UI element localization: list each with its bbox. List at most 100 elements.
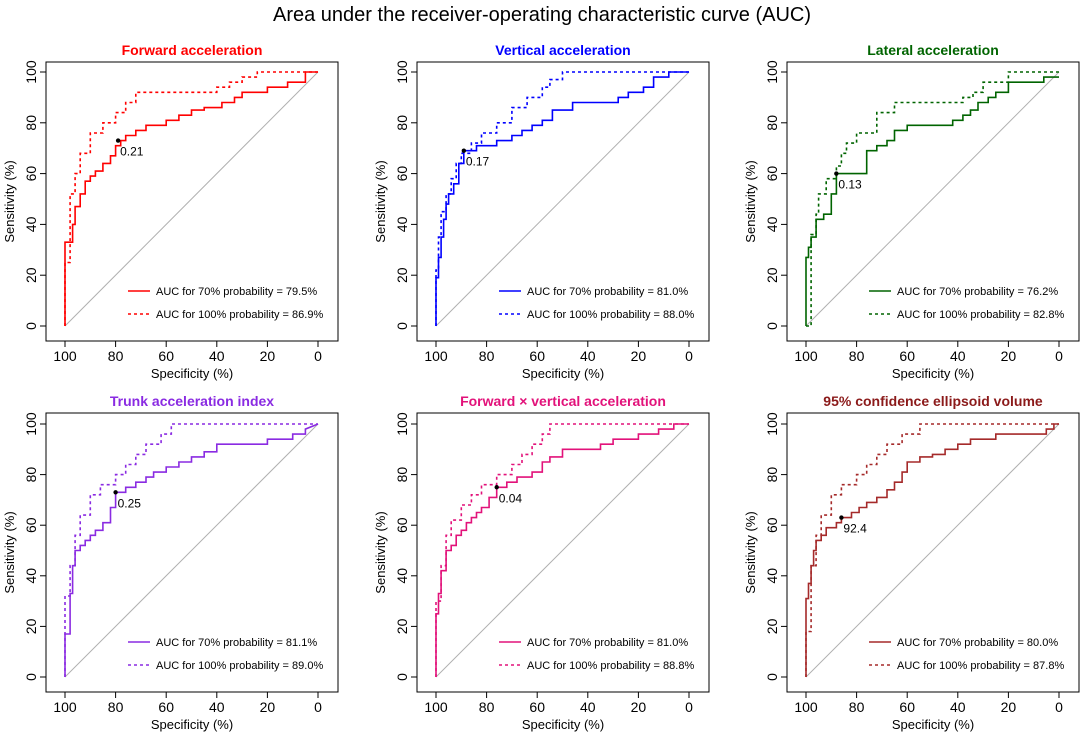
legend-entry: AUC for 100% probability = 82.8% bbox=[897, 309, 1064, 321]
x-tick-label: 0 bbox=[314, 699, 322, 715]
y-tick-label: 40 bbox=[394, 216, 410, 232]
roc-panel-5: Forward × vertical acceleration 100 80 60 40… bbox=[373, 393, 710, 732]
cutoff-label: 0.13 bbox=[838, 178, 862, 192]
x-tick-label: 100 bbox=[53, 348, 77, 364]
x-tick-label: 100 bbox=[794, 699, 818, 715]
y-tick-label: 60 bbox=[394, 166, 410, 182]
reference-diagonal bbox=[805, 71, 1060, 327]
cutoff-point bbox=[834, 171, 839, 176]
x-tick-label: 20 bbox=[1001, 348, 1017, 364]
cutoff-point bbox=[494, 485, 499, 490]
plot-frame bbox=[786, 61, 1080, 342]
y-tick-label: 100 bbox=[23, 412, 39, 436]
x-tick-label: 100 bbox=[424, 348, 448, 364]
y-tick-label: 100 bbox=[394, 412, 410, 436]
y-tick-label: 80 bbox=[23, 467, 39, 483]
x-axis-label: Specificity (%) bbox=[522, 366, 604, 381]
y-tick-label: 40 bbox=[764, 568, 780, 584]
x-tick-label: 80 bbox=[108, 699, 124, 715]
panel-title: Forward × vertical acceleration bbox=[460, 393, 666, 409]
cutoff-point bbox=[839, 515, 844, 520]
legend-entry: AUC for 70% probability = 76.2% bbox=[897, 286, 1058, 298]
cutoff-label: 92.4 bbox=[843, 522, 867, 536]
x-tick-label: 40 bbox=[580, 348, 596, 364]
cutoff-point bbox=[461, 148, 467, 153]
y-axis-label: Sensitivity (%) bbox=[743, 511, 758, 593]
y-tick-label: 20 bbox=[23, 618, 39, 634]
y-tick-label: 80 bbox=[394, 467, 410, 483]
reference-diagonal bbox=[64, 423, 319, 678]
y-tick-label: 20 bbox=[394, 267, 410, 283]
x-tick-label: 100 bbox=[794, 348, 818, 364]
x-tick-label: 60 bbox=[899, 348, 915, 364]
cutoff-label: 0.21 bbox=[120, 145, 144, 159]
roc-curve-70pct bbox=[435, 423, 689, 677]
y-tick-label: 20 bbox=[764, 618, 780, 634]
y-tick-label: 80 bbox=[764, 467, 780, 483]
y-tick-label: 100 bbox=[764, 60, 780, 84]
x-tick-label: 40 bbox=[209, 348, 225, 364]
legend-entry: AUC for 100% probability = 89.0% bbox=[156, 660, 323, 672]
y-tick-label: 60 bbox=[394, 517, 410, 533]
x-tick-label: 80 bbox=[849, 348, 865, 364]
x-tick-label: 60 bbox=[158, 348, 174, 364]
legend-entry: AUC for 70% probability = 81.1% bbox=[156, 637, 317, 649]
y-tick-label: 40 bbox=[23, 216, 39, 232]
x-tick-label: 0 bbox=[685, 699, 693, 715]
y-tick-label: 60 bbox=[23, 166, 39, 182]
legend-entry: AUC for 100% probability = 87.8% bbox=[897, 660, 1064, 672]
y-tick-label: 0 bbox=[394, 673, 410, 681]
x-tick-label: 80 bbox=[479, 699, 495, 715]
reference-diagonal bbox=[64, 71, 319, 327]
roc-panel-2: Vertical acceleration 100 80 60 40 20 0 Specifi… bbox=[373, 42, 710, 381]
cutoff-label: 0.25 bbox=[118, 496, 142, 510]
y-tick-label: 80 bbox=[23, 115, 39, 131]
y-tick-label: 40 bbox=[764, 216, 780, 232]
y-tick-label: 0 bbox=[23, 673, 39, 681]
y-tick-label: 80 bbox=[394, 115, 410, 131]
y-tick-label: 60 bbox=[23, 517, 39, 533]
y-tick-label: 100 bbox=[764, 412, 780, 436]
roc-curve-100pct bbox=[64, 71, 318, 326]
roc-curve-70pct bbox=[805, 423, 1059, 677]
y-tick-label: 100 bbox=[23, 60, 39, 84]
legend-entry: AUC for 70% probability = 79.5% bbox=[156, 286, 317, 298]
reference-diagonal bbox=[805, 423, 1060, 678]
roc-panel-1: Forward acceleration 100 80 60 40 20 0 Specific… bbox=[2, 42, 339, 381]
x-tick-label: 40 bbox=[580, 699, 596, 715]
cutoff-point bbox=[113, 490, 118, 495]
roc-curve-100pct bbox=[435, 423, 689, 677]
y-tick-label: 100 bbox=[394, 60, 410, 84]
panel-title: Lateral acceleration bbox=[867, 42, 999, 58]
x-axis-label: Specificity (%) bbox=[892, 717, 974, 732]
panel-title: Forward acceleration bbox=[122, 42, 263, 58]
x-tick-label: 60 bbox=[529, 699, 545, 715]
x-tick-label: 100 bbox=[53, 699, 77, 715]
y-tick-label: 20 bbox=[23, 267, 39, 283]
y-tick-label: 60 bbox=[764, 517, 780, 533]
x-tick-label: 60 bbox=[158, 699, 174, 715]
panel-title: 95% confidence ellipsoid volume bbox=[823, 393, 1043, 409]
roc-curve-100pct bbox=[806, 71, 1059, 327]
legend-entry: AUC for 100% probability = 88.0% bbox=[527, 309, 694, 321]
y-tick-label: 20 bbox=[764, 267, 780, 283]
y-tick-label: 0 bbox=[394, 322, 410, 330]
plot-frame bbox=[416, 412, 710, 693]
x-tick-label: 20 bbox=[1001, 699, 1017, 715]
x-tick-label: 40 bbox=[209, 699, 225, 715]
cutoff-label: 0.17 bbox=[466, 155, 490, 169]
plot-frame bbox=[416, 61, 710, 342]
x-tick-label: 0 bbox=[314, 348, 322, 364]
y-tick-label: 0 bbox=[23, 322, 39, 330]
y-tick-label: 0 bbox=[764, 673, 780, 681]
x-tick-label: 80 bbox=[108, 348, 124, 364]
y-tick-label: 40 bbox=[23, 568, 39, 584]
legend-entry: AUC for 70% probability = 81.0% bbox=[527, 286, 688, 298]
y-tick-label: 40 bbox=[394, 568, 410, 584]
y-axis-label: Sensitivity (%) bbox=[373, 160, 388, 242]
y-axis-label: Sensitivity (%) bbox=[743, 160, 758, 242]
cutoff-point bbox=[115, 138, 121, 143]
y-tick-label: 60 bbox=[764, 166, 780, 182]
panel-title: Trunk acceleration index bbox=[110, 393, 274, 409]
